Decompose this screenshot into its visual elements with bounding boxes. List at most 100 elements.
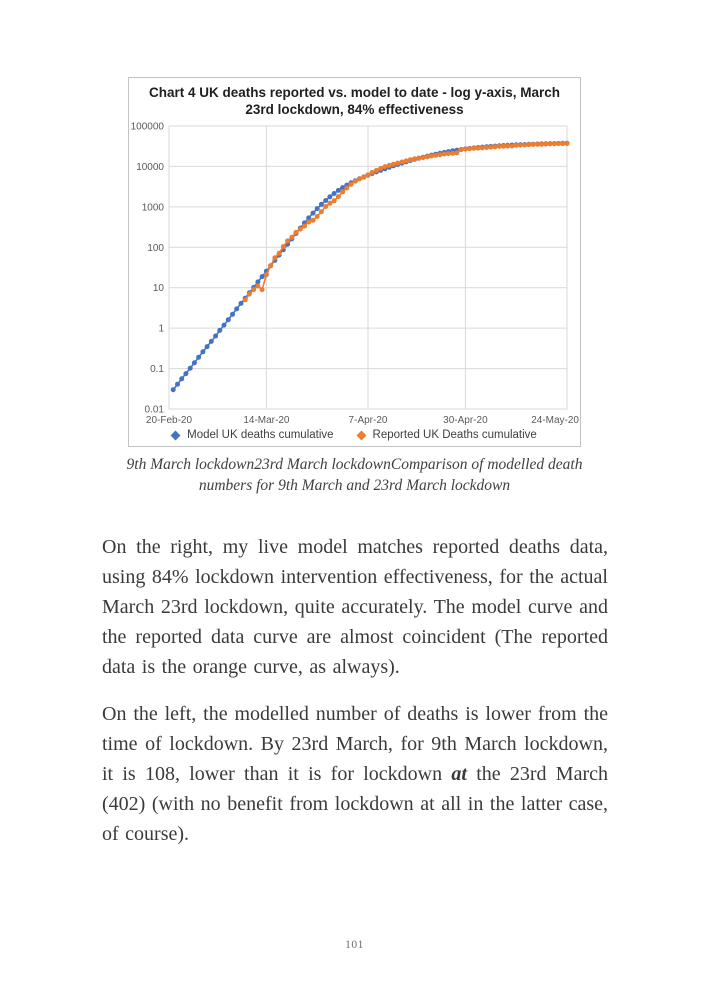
reported-data-point xyxy=(539,141,545,147)
reported-series-line xyxy=(244,142,568,301)
reported-data-point xyxy=(492,144,498,150)
reported-data-point xyxy=(310,217,316,223)
reported-data-point xyxy=(323,204,329,209)
reported-data-point xyxy=(361,174,367,180)
reported-data-point xyxy=(331,198,337,204)
reported-data-point xyxy=(547,141,553,147)
model-data-point xyxy=(208,338,214,344)
reported-data-point xyxy=(242,297,248,303)
reported-data-point xyxy=(509,143,515,149)
reported-data-point xyxy=(429,153,434,159)
paragraph-text: the 23rd March (402) (with no benefit fr… xyxy=(102,763,608,845)
reported-data-point xyxy=(251,287,257,293)
reported-data-point xyxy=(433,152,439,158)
reported-data-point xyxy=(378,165,384,171)
reported-data-point xyxy=(412,156,418,162)
y-axis-tick-label: 0.1 xyxy=(150,364,164,375)
emphasized-text: at xyxy=(451,763,467,785)
reported-data-point xyxy=(374,167,379,173)
model-data-point xyxy=(340,185,346,191)
reported-data-point xyxy=(441,151,447,157)
reported-data-point xyxy=(344,185,350,191)
model-data-point xyxy=(331,191,337,196)
model-data-point xyxy=(196,354,202,360)
model-series-line xyxy=(172,142,568,391)
model-data-point xyxy=(318,201,324,207)
reported-data-point xyxy=(365,172,371,178)
figure-caption-line-1: 9th March lockdown23rd March lockdownCom… xyxy=(126,456,583,473)
model-data-point xyxy=(238,300,244,306)
x-axis-tick-label: 14-Mar-20 xyxy=(243,415,290,426)
reported-data-point xyxy=(488,144,494,150)
reported-data-point xyxy=(505,143,511,149)
reported-data-point xyxy=(302,223,307,229)
y-axis-tick-label: 100 xyxy=(147,243,164,254)
reported-data-point xyxy=(522,142,528,148)
model-data-point xyxy=(255,279,261,285)
reported-data-point xyxy=(390,161,396,167)
reported-data-point xyxy=(462,146,468,152)
y-axis-tick-label: 10 xyxy=(153,283,165,294)
reported-data-point xyxy=(416,155,422,161)
reported-data-point xyxy=(450,150,456,156)
reported-data-point xyxy=(560,141,566,147)
model-data-point xyxy=(183,371,189,377)
reported-data-point xyxy=(454,150,460,156)
reported-data-point xyxy=(335,194,341,200)
model-data-point xyxy=(179,376,185,382)
chart-title-line-1: Chart 4 UK deaths reported vs. model to … xyxy=(148,85,561,100)
y-axis-tick-label: 10000 xyxy=(136,162,164,173)
model-data-point xyxy=(221,322,227,328)
reported-data-point xyxy=(407,157,413,163)
reported-data-point xyxy=(526,142,532,148)
legend-label-reported: Reported UK Deaths cumulative xyxy=(372,429,537,441)
legend-item-model: Model UK deaths cumulative xyxy=(170,429,334,441)
reported-data-point xyxy=(357,176,362,182)
model-data-point xyxy=(191,360,197,366)
figure-caption: 9th March lockdown23rd March lockdownCom… xyxy=(0,455,709,496)
reported-data-point xyxy=(424,154,430,160)
model-data-point xyxy=(204,344,210,350)
reported-data-point xyxy=(293,229,299,235)
model-data-point xyxy=(217,327,223,333)
reported-data-point xyxy=(471,145,477,151)
model-data-point xyxy=(170,387,176,393)
model-data-point xyxy=(175,381,180,387)
reported-data-point xyxy=(352,178,358,184)
model-data-point xyxy=(234,306,240,312)
y-axis-tick-label: 1000 xyxy=(142,202,165,213)
reported-data-point xyxy=(437,152,443,158)
reported-data-point xyxy=(475,145,481,151)
reported-data-point xyxy=(259,287,265,293)
reported-data-point xyxy=(458,147,464,153)
reported-data-point xyxy=(314,214,320,219)
reported-data-point xyxy=(517,142,523,148)
x-axis-tick-label: 7-Apr-20 xyxy=(349,415,388,426)
model-data-point xyxy=(306,215,312,221)
reported-data-point xyxy=(276,250,282,256)
reported-data-point xyxy=(530,142,536,147)
reported-data-point xyxy=(386,162,392,168)
reported-data-point xyxy=(556,141,561,147)
body-paragraph-2: On the left, the modelled number of deat… xyxy=(102,699,608,849)
reported-data-point xyxy=(272,255,278,261)
model-data-point xyxy=(335,187,341,193)
y-axis-tick-label: 1 xyxy=(158,324,164,335)
reported-data-point xyxy=(382,164,388,170)
model-data-point xyxy=(200,349,206,355)
reported-data-point xyxy=(564,141,570,146)
legend-label-model: Model UK deaths cumulative xyxy=(187,429,334,441)
reported-series-marker-icon xyxy=(356,430,366,440)
chart-legend: Model UK deaths cumulative Reported UK D… xyxy=(129,429,580,441)
reported-data-point xyxy=(255,283,261,289)
reported-data-point xyxy=(479,145,485,151)
y-axis-tick-label: 100000 xyxy=(131,122,165,133)
reported-data-point xyxy=(306,219,312,225)
reported-data-point xyxy=(403,158,409,164)
model-data-point xyxy=(314,206,320,212)
reported-data-point xyxy=(285,238,291,244)
reported-data-point xyxy=(513,142,519,148)
reported-data-point xyxy=(289,234,295,240)
